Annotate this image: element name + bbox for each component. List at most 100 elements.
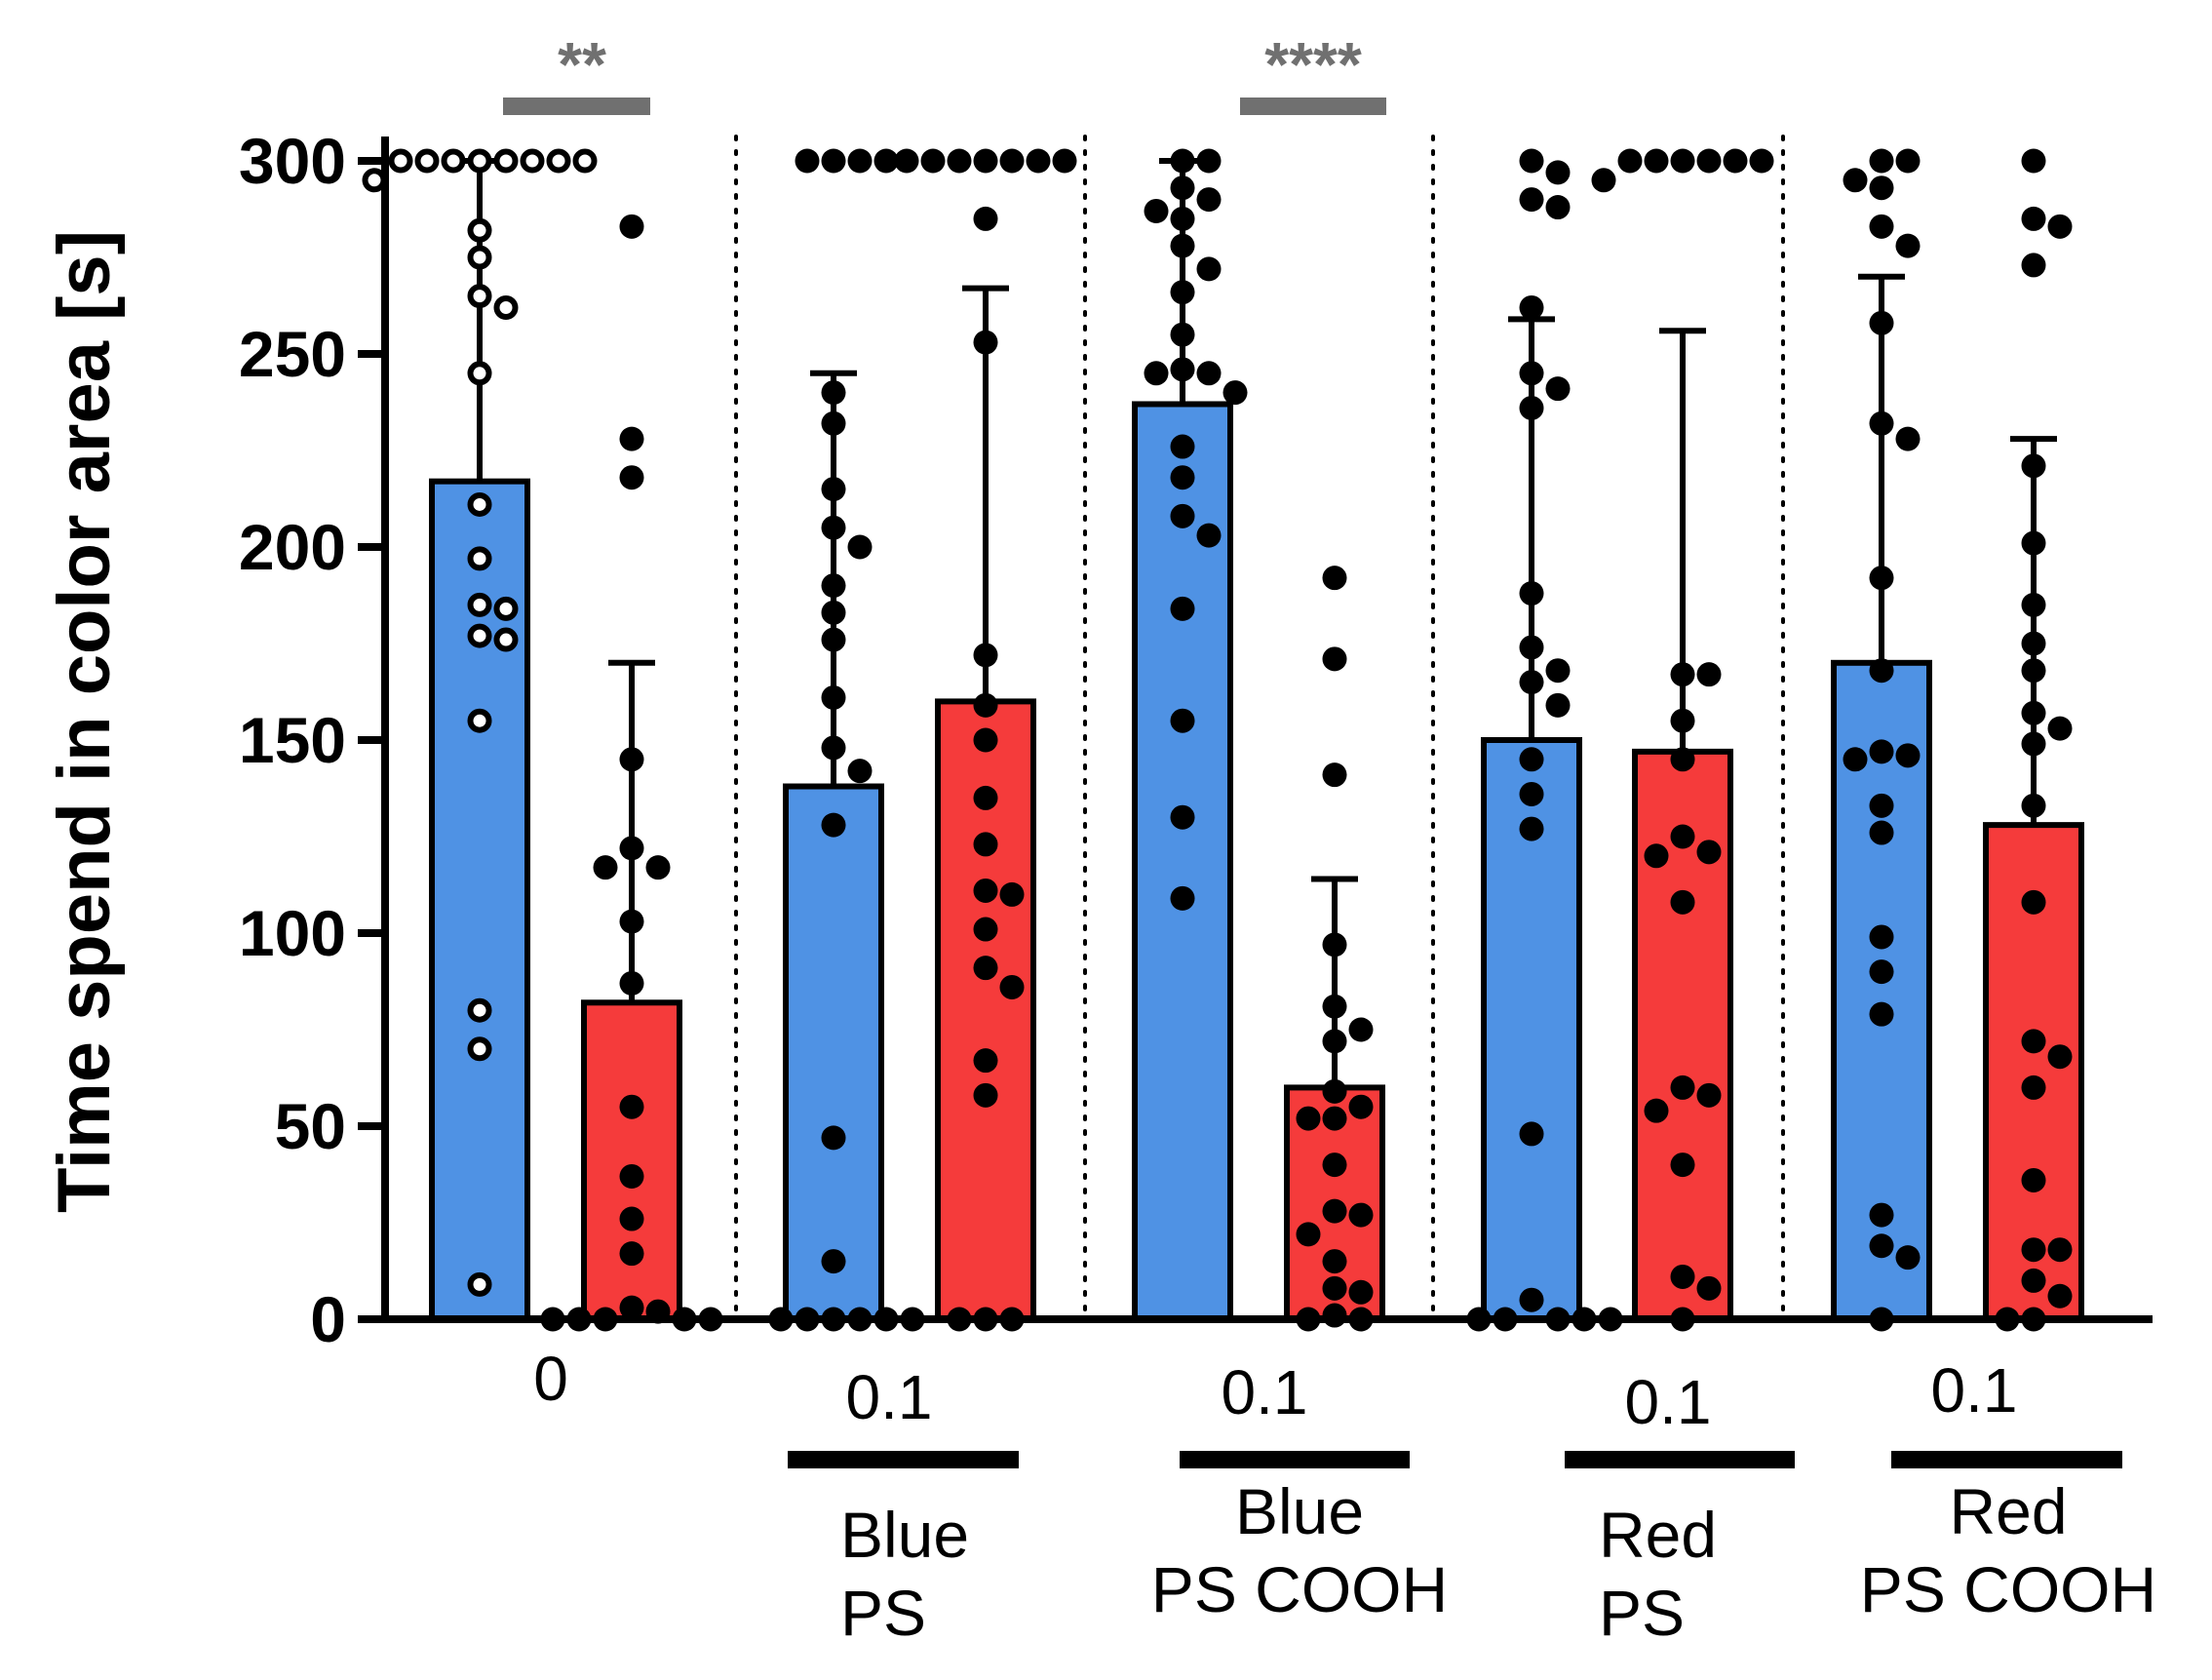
data-point [1749,148,1774,174]
data-point [847,534,873,560]
group-label-g2-line1: Blue [840,1499,969,1571]
data-point [1170,885,1195,911]
data-point [1322,566,1347,591]
data-point [1296,1106,1321,1131]
data-point [1869,959,1894,985]
data-point [1322,994,1347,1019]
y-tick-label-250: 250 [239,318,346,390]
data-point [2021,658,2046,684]
data-point [821,627,846,652]
data-point [1519,1287,1544,1312]
data-point [467,623,492,648]
data-point [1843,168,1868,193]
data-point [1322,1106,1347,1131]
data-point [947,148,972,174]
data-point [619,970,644,996]
data-point [1519,816,1544,841]
data-point [821,380,846,406]
data-point [1895,743,1921,768]
data-point [2021,453,2046,479]
data-point [1170,434,1195,459]
data-point [1519,635,1544,660]
points-layer [362,148,2073,1332]
data-point [2047,1237,2073,1263]
data-point [999,974,1025,999]
data-point [821,812,846,838]
data-point [1170,148,1195,174]
data-point [1322,1198,1347,1224]
data-point [1617,148,1643,174]
data-point [973,1082,998,1108]
data-point [1170,357,1195,382]
data-point [467,1271,492,1297]
data-point [619,1206,644,1231]
data-point [795,148,820,174]
data-point [1196,187,1222,213]
data-point [619,836,644,861]
data-point [2047,214,2073,239]
data-point [467,491,492,517]
data-point [2047,1044,2073,1070]
data-point [1348,1279,1374,1305]
data-point [1545,160,1571,185]
data-point [1519,670,1544,695]
bar-red-g1 [581,999,682,1323]
data-point [1196,523,1222,548]
data-point [619,1295,644,1320]
x-category-label-g2: 0.1 [846,1362,933,1432]
y-tick-label-200: 200 [239,511,346,583]
data-point [1670,662,1695,687]
data-point [1144,361,1169,386]
data-point [1869,820,1894,845]
data-point [821,148,846,174]
data-point [2047,716,2073,741]
data-point [2021,148,2046,174]
group-label-g4-line1: Red [1599,1499,1717,1571]
data-point [493,627,519,652]
data-point [1519,581,1544,606]
data-point [619,1241,644,1267]
data-point [1696,662,1722,687]
data-point [1696,148,1722,174]
data-point [467,546,492,571]
data-point [1869,1233,1894,1259]
data-point [1545,195,1571,220]
data-point [1170,176,1195,201]
data-point [1322,1078,1347,1104]
data-point [821,477,846,502]
data-point [1869,310,1894,335]
data-point [821,1249,846,1274]
data-point [973,1048,998,1074]
data-point [973,832,998,857]
data-point [1170,322,1195,347]
data-point [999,881,1025,907]
data-point [1519,1121,1544,1147]
data-point [619,214,644,239]
data-point [821,573,846,599]
group-label-g3-line1: Blue [1235,1475,1364,1547]
data-point [1869,739,1894,764]
data-point [1591,168,1616,193]
data-point [2021,700,2046,725]
data-point [1696,1275,1722,1301]
data-point [1644,843,1669,869]
data-point [821,410,846,436]
data-point [847,759,873,784]
data-point [1196,361,1222,386]
data-point [999,148,1025,174]
data-point [1170,596,1195,621]
data-point [1723,148,1748,174]
data-point [619,909,644,934]
data-point [821,735,846,761]
data-point [1670,747,1695,772]
data-point [493,596,519,621]
data-point [1519,747,1544,772]
x-category-label-g5: 0.1 [1931,1355,2018,1426]
data-point [1869,793,1894,818]
data-point [1222,380,1248,406]
data-point [2021,731,2046,757]
data-point [493,148,519,174]
data-point [1170,206,1195,231]
data-point [973,643,998,668]
